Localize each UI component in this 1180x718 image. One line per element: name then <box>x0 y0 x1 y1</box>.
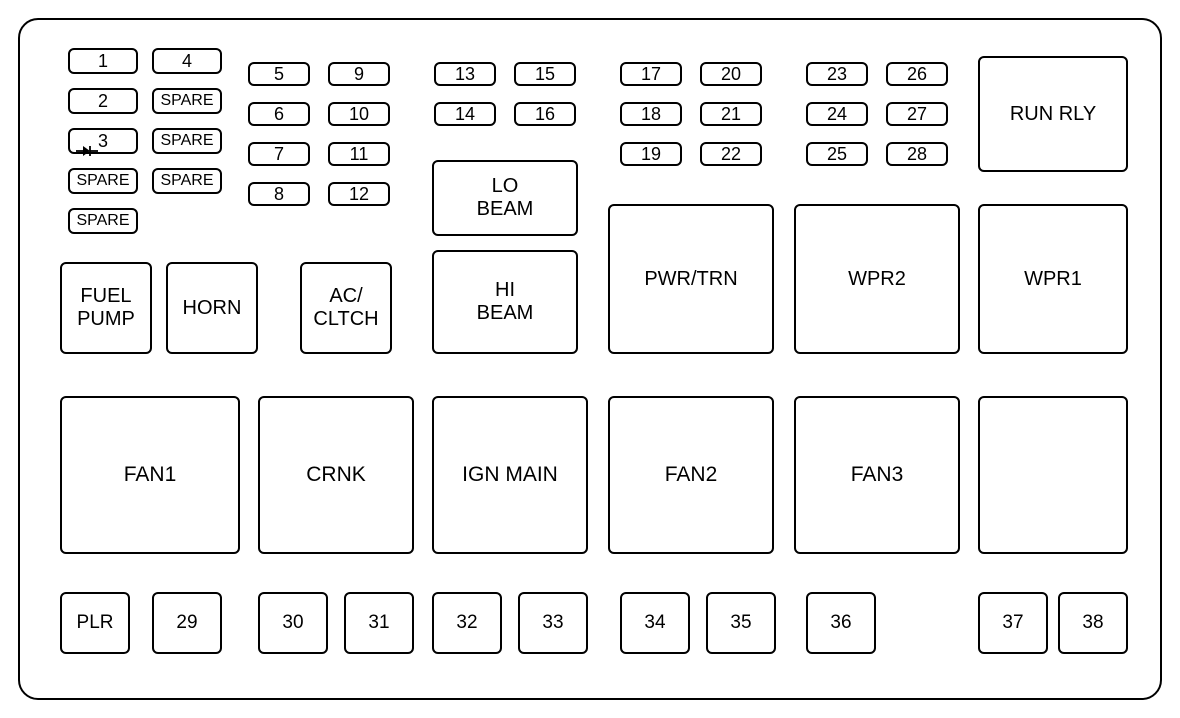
fuse-box-f2: 2 <box>68 88 138 114</box>
fuse-box-plr: PLR <box>60 592 130 654</box>
fuse-box-f37: 37 <box>978 592 1048 654</box>
fuse-box-f13: 13 <box>434 62 496 86</box>
fuse-box-f17: 17 <box>620 62 682 86</box>
fuse-box-f15: 15 <box>514 62 576 86</box>
fuse-box-f6: 6 <box>248 102 310 126</box>
fuse-box-fan1: FAN1 <box>60 396 240 554</box>
fuse-box-f3: 3 <box>68 128 138 154</box>
fuse-box-f36: 36 <box>806 592 876 654</box>
fuse-box-horn: HORN <box>166 262 258 354</box>
fuse-box-wpr1: WPR1 <box>978 204 1128 354</box>
fuse-box-f23: 23 <box>806 62 868 86</box>
fuse-box-f26: 26 <box>886 62 948 86</box>
fuse-box-f7: 7 <box>248 142 310 166</box>
fuse-box-sp4: SPARE <box>152 168 222 194</box>
fuse-box-f12: 12 <box>328 182 390 206</box>
fuse-box-blank <box>978 396 1128 554</box>
fuse-box-f30: 30 <box>258 592 328 654</box>
fuse-box-hibeam: HI BEAM <box>432 250 578 354</box>
fuse-box-sp5: SPARE <box>68 208 138 234</box>
fuse-box-f14: 14 <box>434 102 496 126</box>
fuse-box-sp1: SPARE <box>152 88 222 114</box>
fuse-box-f4: 4 <box>152 48 222 74</box>
fuse-box-f24: 24 <box>806 102 868 126</box>
fuse-box-f18: 18 <box>620 102 682 126</box>
fuse-box-f31: 31 <box>344 592 414 654</box>
fuse-box-f10: 10 <box>328 102 390 126</box>
fuse-box-wpr2: WPR2 <box>794 204 960 354</box>
fuse-box-runrly: RUN RLY <box>978 56 1128 172</box>
fuse-box-f20: 20 <box>700 62 762 86</box>
fuse-box-f19: 19 <box>620 142 682 166</box>
fuse-box-f33: 33 <box>518 592 588 654</box>
fuse-box-f8: 8 <box>248 182 310 206</box>
fuse-box-ignmain: IGN MAIN <box>432 396 588 554</box>
fuse-box-f28: 28 <box>886 142 948 166</box>
fuse-box-f22: 22 <box>700 142 762 166</box>
fuse-box-f21: 21 <box>700 102 762 126</box>
fuse-box-f16: 16 <box>514 102 576 126</box>
fuse-box-sp3: SPARE <box>68 168 138 194</box>
fuse-box-f29: 29 <box>152 592 222 654</box>
fuse-box-f38: 38 <box>1058 592 1128 654</box>
fuse-box-f5: 5 <box>248 62 310 86</box>
fuse-box-pwrtrn: PWR/TRN <box>608 204 774 354</box>
fuse-box-f25: 25 <box>806 142 868 166</box>
fuse-box-fan2: FAN2 <box>608 396 774 554</box>
fuse-box-fan3: FAN3 <box>794 396 960 554</box>
fuse-box-f27: 27 <box>886 102 948 126</box>
fuse-box-f11: 11 <box>328 142 390 166</box>
fuse-box-f34: 34 <box>620 592 690 654</box>
fuse-box-lobeam: LO BEAM <box>432 160 578 236</box>
fuse-box-fuelpump: FUEL PUMP <box>60 262 152 354</box>
fuse-box-acclutch: AC/ CLTCH <box>300 262 392 354</box>
fuse-box-f32: 32 <box>432 592 502 654</box>
fuse-box-crnk: CRNK <box>258 396 414 554</box>
fuse-box-f35: 35 <box>706 592 776 654</box>
fuse-box-sp2: SPARE <box>152 128 222 154</box>
fuse-box-f1: 1 <box>68 48 138 74</box>
fuse-box-f9: 9 <box>328 62 390 86</box>
